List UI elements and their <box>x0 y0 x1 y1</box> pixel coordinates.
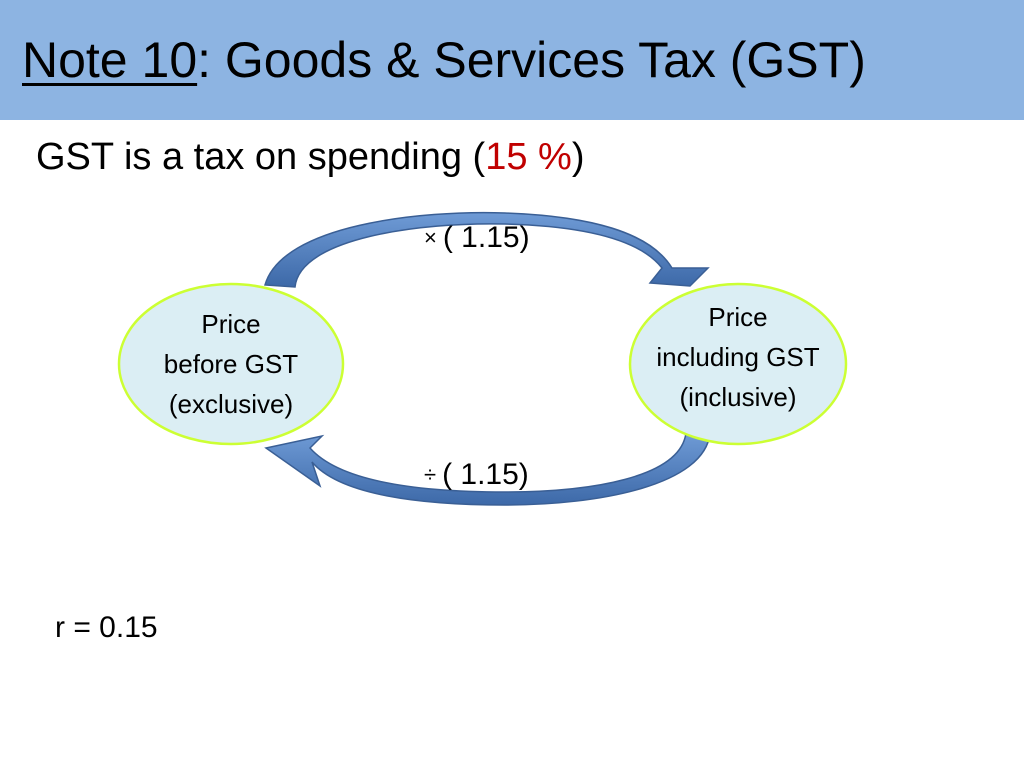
subtitle: GST is a tax on spending (15 %) <box>36 133 585 181</box>
subtitle-text-before: GST is a tax on spending ( <box>36 136 486 178</box>
inclusive-line-3: (inclusive) <box>679 382 797 412</box>
inclusive-price-label: Price including GST (inclusive) <box>628 297 848 417</box>
exclusive-price-label: Price before GST (exclusive) <box>131 304 331 424</box>
divide-arrow <box>264 432 711 506</box>
divide-label: ÷( 1.15) <box>424 457 529 493</box>
inclusive-line-2: including GST <box>656 342 820 372</box>
exclusive-line-2: before GST <box>163 349 299 379</box>
r-value: r = 0.15 <box>55 611 158 644</box>
multiply-label: ×( 1.15) <box>424 220 530 256</box>
inclusive-price-node <box>628 282 848 446</box>
multiply-value: ( 1.15) <box>442 221 530 254</box>
subtitle-text-after: ) <box>571 136 585 178</box>
exclusive-price-node <box>117 282 345 446</box>
divide-value: ( 1.15) <box>442 458 529 491</box>
slide-title: Note 10: Goods & Services Tax (GST) <box>22 30 866 90</box>
multiply-arrow <box>264 211 710 288</box>
exclusive-line-1: Price <box>201 309 261 339</box>
multiply-symbol: × <box>424 225 437 250</box>
gst-rate: 15 % <box>485 136 572 178</box>
title-note-label: Note 10 <box>22 32 198 88</box>
inclusive-line-1: Price <box>708 302 768 332</box>
divide-symbol: ÷ <box>424 462 437 487</box>
exclusive-line-3: (exclusive) <box>168 389 294 419</box>
title-text: : Goods & Services Tax (GST) <box>197 32 866 88</box>
title-bar <box>0 0 1024 120</box>
